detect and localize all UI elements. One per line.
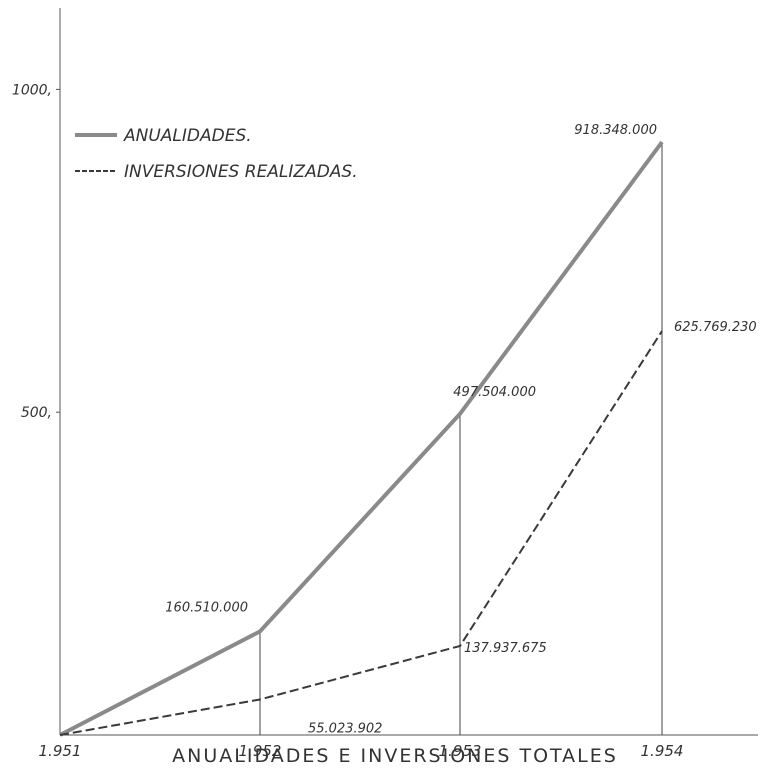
x-tick-label: 1.954 bbox=[641, 742, 684, 760]
y-tick-label: 500, bbox=[21, 405, 52, 421]
data-label: 55.023.902 bbox=[308, 721, 382, 736]
data-label: 625.769.230 bbox=[674, 320, 757, 335]
x-tick-label: 1.952 bbox=[239, 742, 282, 760]
x-tick-label: 1.951 bbox=[39, 742, 82, 760]
legend-label-inversiones: INVERSIONES REALIZADAS. bbox=[124, 162, 358, 182]
data-label: 160.510.000 bbox=[165, 600, 248, 615]
legend-label-anualidades: ANUALIDADES. bbox=[123, 126, 252, 146]
data-label: 497.504.000 bbox=[453, 385, 536, 400]
data-label: 137.937.675 bbox=[464, 641, 547, 656]
series-line-anualidades bbox=[59, 140, 664, 737]
legend: ANUALIDADES. INVERSIONES REALIZADAS. bbox=[75, 126, 358, 182]
series-line-inversiones bbox=[59, 330, 663, 736]
data-label: 918.348.000 bbox=[574, 123, 657, 138]
y-tick-label: 1000, bbox=[12, 82, 52, 98]
chart-title: ANUALIDADES E INVERSIONES TOTALES bbox=[172, 745, 618, 767]
x-tick-label: 1.953 bbox=[439, 742, 482, 760]
